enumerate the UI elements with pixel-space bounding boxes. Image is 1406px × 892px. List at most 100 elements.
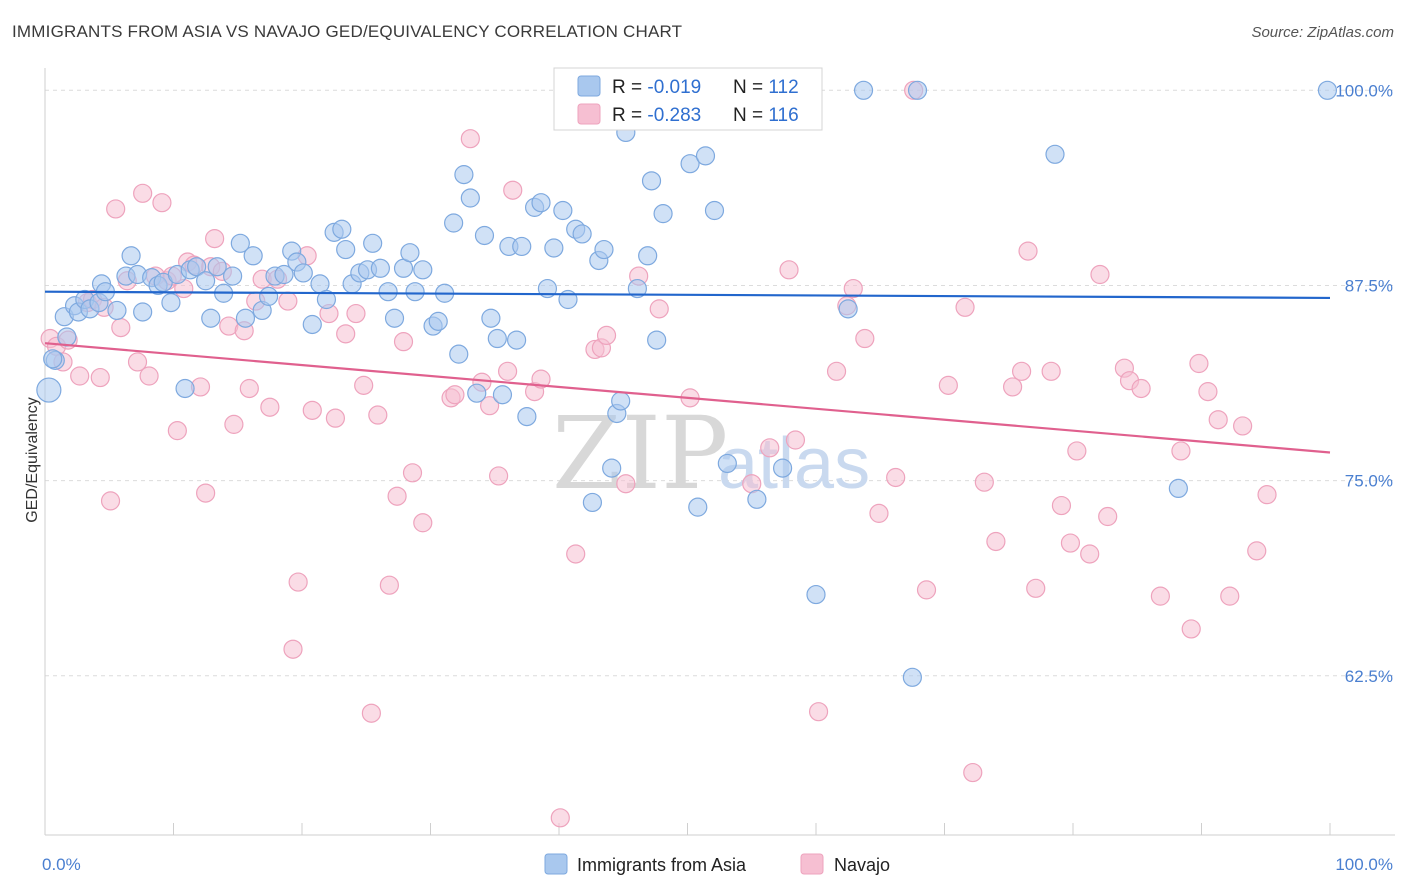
asia-point (481, 308, 501, 328)
navajo-point (974, 472, 994, 492)
navajo-point (196, 483, 216, 503)
asia-point (207, 257, 227, 277)
asia-point (487, 328, 507, 349)
navajo-point (379, 575, 399, 595)
navajo-point (480, 396, 500, 416)
navajo-point (336, 324, 356, 344)
navajo-point (460, 129, 480, 149)
asia-point (43, 349, 63, 369)
series-navajo-points (40, 77, 1277, 828)
x-tick-label: 0.0% (42, 855, 81, 874)
navajo-point (346, 303, 366, 324)
y-tick-label: 62.5% (1345, 667, 1393, 686)
asia-point (492, 385, 513, 405)
navajo-point (302, 400, 322, 420)
navajo-point (1067, 441, 1087, 461)
navajo-point (955, 297, 975, 317)
navajo-point (986, 531, 1006, 552)
navajo-point (808, 702, 829, 722)
navajo-point (387, 486, 407, 506)
navajo-point (139, 366, 159, 386)
asia-point (363, 233, 383, 253)
navajo-point (1181, 619, 1201, 639)
watermark: ZIP atlas (552, 395, 870, 512)
navajo-point (1247, 541, 1267, 561)
asia-point (243, 246, 263, 266)
navajo-point (361, 703, 381, 723)
asia-point (175, 378, 195, 399)
legend-n-value-navajo: 116 (768, 105, 798, 126)
asia-point (454, 165, 474, 185)
watermark-zip: ZIP (552, 395, 728, 512)
navajo-point (106, 199, 126, 219)
chart-title: IMMIGRANTS FROM ASIA VS NAVAJO GED/EQUIV… (12, 22, 683, 41)
navajo-point (489, 466, 509, 486)
navajo-point (760, 438, 780, 458)
y-tick-label: 75.0% (1345, 472, 1393, 491)
navajo-point (167, 421, 187, 441)
navajo-point (1026, 578, 1046, 598)
y-axis-label: GED/Equivalency (24, 397, 41, 522)
navajo-point (550, 808, 570, 828)
navajo-point (127, 352, 148, 372)
asia-point (572, 224, 592, 244)
svg-text:R = -0.019: R = -0.019 (612, 77, 701, 98)
asia-point (1317, 80, 1338, 100)
navajo-point (1011, 361, 1032, 381)
navajo-point (1189, 353, 1209, 374)
navajo-point (1090, 264, 1110, 285)
navajo-point (1220, 586, 1240, 606)
asia-point (449, 344, 469, 364)
trend-line-navajo (44, 342, 1331, 454)
legend-r-label-navajo: R = (612, 105, 647, 126)
legend-r-label-asia: R = (612, 77, 647, 98)
asia-point (531, 193, 551, 213)
navajo-point (596, 325, 617, 346)
asia-point (838, 299, 858, 319)
navajo-point (152, 193, 172, 213)
asia-point (806, 584, 826, 605)
asia-point (474, 225, 495, 246)
asia-point (378, 282, 398, 302)
navajo-point (826, 361, 847, 381)
asia-point (1168, 478, 1188, 499)
navajo-point (224, 414, 244, 434)
asia-point (161, 293, 181, 313)
svg-text:R = -0.283: R = -0.283 (612, 105, 701, 126)
asia-point (641, 171, 662, 191)
navajo-point (278, 291, 298, 311)
navajo-point (566, 544, 586, 564)
asia-point (611, 391, 631, 411)
asia-point (258, 286, 279, 306)
navajo-point (938, 375, 958, 395)
asia-point (553, 200, 573, 221)
asia-point (512, 236, 532, 257)
navajo-point (855, 328, 875, 349)
asia-point (695, 146, 716, 166)
asia-point (57, 327, 77, 347)
navajo-point (1171, 441, 1191, 461)
asia-point (370, 258, 390, 278)
asia-point (653, 204, 673, 224)
legend-box: R = -0.019 N = 112 R = -0.283 N = 116 (553, 67, 823, 131)
navajo-point (239, 378, 259, 399)
navajo-point (325, 408, 346, 428)
navajo-point (260, 397, 280, 417)
navajo-point (1257, 485, 1277, 505)
navajo-point (1131, 378, 1151, 399)
asia-point (223, 266, 243, 286)
navajo-point (413, 513, 433, 533)
trend-lines (44, 290, 1331, 454)
navajo-point (1041, 361, 1061, 381)
svg-text:N = 116: N = 116 (733, 105, 799, 126)
legend-n-label-navajo: N = (733, 105, 768, 126)
legend-r-value-navajo: -0.283 (647, 105, 701, 126)
navajo-point (963, 762, 983, 783)
asia-point (907, 80, 928, 100)
bottom-legend-swatch-asia (544, 853, 568, 875)
navajo-point (616, 474, 636, 494)
navajo-point (368, 405, 388, 425)
navajo-point (1150, 586, 1170, 606)
asia-point (187, 257, 207, 277)
